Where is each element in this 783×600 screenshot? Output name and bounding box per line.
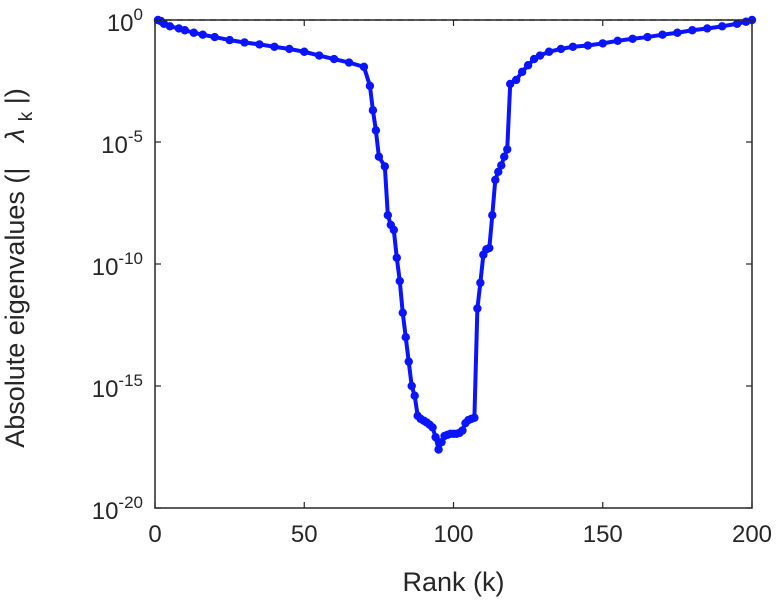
eigenvalue-point	[401, 333, 410, 342]
eigenvalue-point	[494, 167, 503, 177]
y-tick-label: 100	[107, 5, 143, 37]
y-tick-label: 10-10	[92, 249, 143, 281]
eigenvalue-point	[497, 161, 506, 170]
eigenvalue-point	[383, 211, 393, 220]
eigenvalue-point	[511, 75, 521, 85]
eigenvalue-point	[476, 278, 485, 287]
eigenvalue-point	[398, 308, 407, 317]
eigenvalue-series-line	[157, 18, 753, 452]
eigenvalue-point	[410, 391, 419, 400]
y-tick-label: 10-5	[101, 127, 143, 159]
x-tick-label: 0	[148, 521, 161, 548]
eigenvalue-point	[458, 426, 467, 435]
eigenvalue-point	[673, 28, 682, 37]
eigenvalue-point	[523, 61, 533, 70]
eigenvalue-point	[365, 81, 375, 91]
eigenvalue-point	[380, 162, 390, 171]
y-axis-title-main: Absolute eigenvalues (|	[0, 168, 30, 448]
y-tick-label: 10-20	[92, 493, 143, 525]
eigenvalue-point	[556, 44, 566, 54]
eigenvalue-point	[329, 54, 339, 64]
eigenvalue-point	[506, 79, 515, 89]
eigenvalue-point	[189, 28, 199, 37]
eigenvalue-point	[503, 145, 512, 154]
eigenvalue-point	[613, 36, 622, 46]
eigenvalue-point	[485, 243, 494, 253]
series-layer	[153, 15, 757, 454]
eigenvalue-point	[314, 51, 324, 60]
eigenvalue-point	[535, 51, 545, 60]
eigenvalue-point	[688, 26, 697, 35]
x-tick-label: 50	[291, 521, 318, 548]
x-tick-label: 200	[732, 521, 772, 548]
eigenvalue-point	[437, 437, 446, 447]
eigenvalue-point	[470, 413, 479, 422]
eigenvalue-point	[517, 67, 527, 77]
eigenvalue-point	[255, 40, 264, 49]
eigenvalue-point	[643, 32, 652, 42]
eigenvalue-point	[500, 152, 509, 161]
eigenvalue-point	[359, 62, 369, 72]
y-axis-title-symbol: λ	[0, 129, 30, 144]
eigenvalue-point	[428, 423, 437, 432]
eigenvalue-point	[374, 152, 384, 161]
eigenvalue-point	[473, 304, 482, 313]
eigenvalue-point	[392, 253, 401, 262]
x-tick-label: 100	[433, 521, 473, 548]
eigenvalue-point	[732, 19, 742, 28]
y-axis-title-tail: |)	[0, 88, 30, 104]
y-tick-label: 10-15	[92, 371, 143, 403]
eigenvalue-point	[583, 41, 593, 50]
eigenvalue-point	[371, 126, 381, 135]
eigenvalue-point	[285, 44, 294, 54]
eigenvalue-point	[389, 225, 398, 235]
x-axis-title: Rank (k)	[402, 567, 504, 597]
y-axis-ticks: 10-20 10-15 10-10 10-5 100	[92, 5, 752, 525]
eigenvalue-point	[431, 432, 440, 442]
eigenvalue-point	[658, 30, 667, 39]
eigenvalue-point	[703, 24, 712, 33]
eigenvalue-point	[368, 106, 378, 115]
eigenvalue-point	[407, 381, 416, 391]
eigenvalue-point	[404, 357, 413, 366]
eigenvalue-point	[628, 34, 637, 43]
eigenvalue-point	[434, 445, 443, 454]
eigenvalue-point	[544, 47, 554, 56]
x-tick-label: 150	[583, 521, 623, 548]
eigenvalue-point	[198, 30, 207, 39]
eigenvalue-point	[210, 32, 219, 42]
eigenvalue-point	[568, 42, 578, 51]
eigenvalue-point	[395, 276, 404, 286]
eigenvalue-point	[717, 22, 727, 31]
y-axis-title-subscript: k	[16, 111, 37, 121]
eigenvalue-point	[491, 175, 500, 185]
y-axis-title: Absolute eigenvalues (| λ k |)	[0, 88, 38, 448]
eigenvalue-point	[270, 42, 279, 51]
eigenvalue-point	[165, 22, 175, 31]
eigenvalue-point	[300, 47, 309, 56]
eigenvalue-point	[344, 58, 354, 67]
eigenvalue-point	[488, 211, 497, 220]
eigenvalue-point	[240, 38, 249, 47]
x-axis-ticks: 0 50 100 150 200	[148, 20, 772, 548]
eigenvalue-point	[180, 26, 190, 35]
eigenvalue-point	[598, 39, 607, 48]
eigenvalue-point	[225, 35, 234, 45]
